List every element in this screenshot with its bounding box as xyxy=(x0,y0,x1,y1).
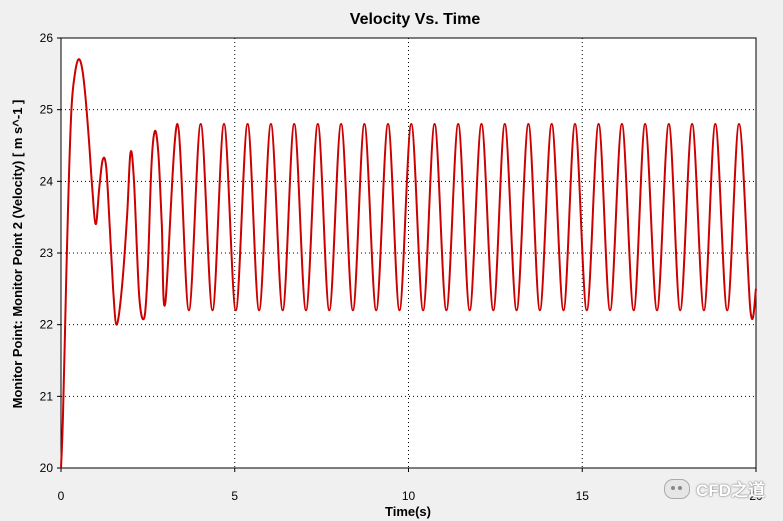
y-tick-label: 24 xyxy=(40,174,54,188)
y-axis-ticks: 20 21 22 23 24 25 26 xyxy=(40,31,61,475)
y-tick-label: 25 xyxy=(40,103,54,117)
wechat-icon xyxy=(664,478,691,499)
watermark: CFD之道 xyxy=(664,476,765,501)
series-group xyxy=(60,58,757,469)
y-tick-label: 23 xyxy=(40,246,54,260)
x-tick-label: 10 xyxy=(402,489,416,503)
y-tick-label: 22 xyxy=(40,318,54,332)
x-tick-label: 0 xyxy=(58,489,65,503)
x-tick-label: 15 xyxy=(576,489,590,503)
x-axis-label: Time(s) xyxy=(385,504,431,519)
y-tick-label: 21 xyxy=(40,389,54,403)
x-tick-label: 20 xyxy=(749,489,763,503)
y-tick-label: 20 xyxy=(40,461,54,475)
watermark-text: CFD之道 xyxy=(696,481,765,500)
plot-area xyxy=(60,37,757,469)
y-tick-label: 26 xyxy=(40,31,54,45)
chart-title: Velocity Vs. Time xyxy=(350,11,481,28)
x-tick-label: 5 xyxy=(231,489,238,503)
series-line xyxy=(60,58,757,469)
y-axis-label: Monitor Point: Monitor Point 2 (Velocity… xyxy=(10,100,25,409)
x-axis-ticks: 0 5 10 15 20 xyxy=(58,468,763,503)
